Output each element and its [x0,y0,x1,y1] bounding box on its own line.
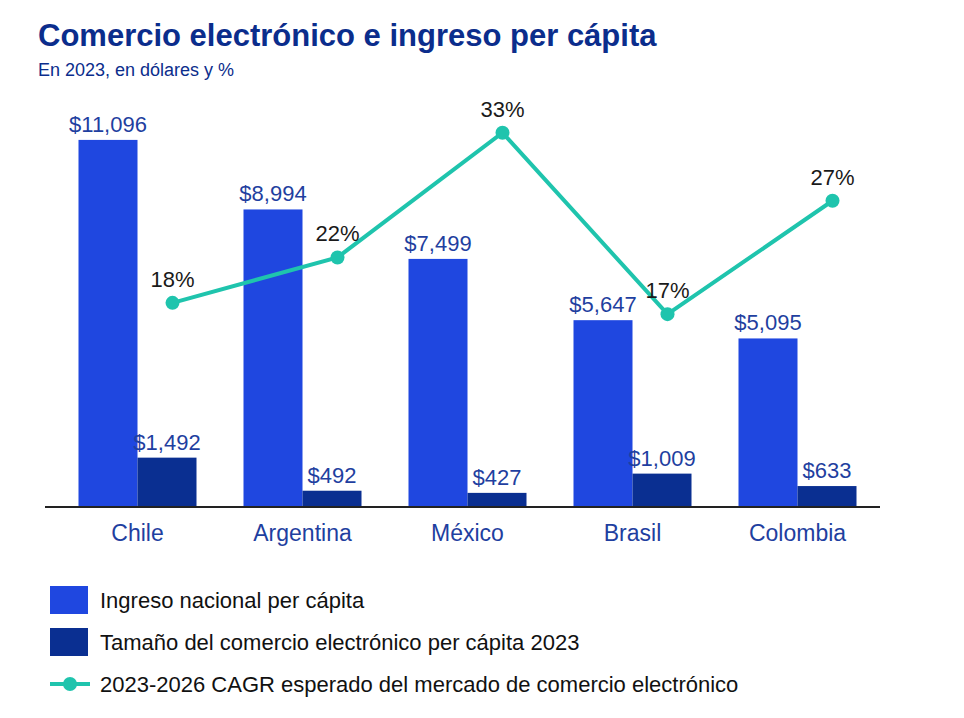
bar-label: $11,096 [69,112,147,137]
bar [138,458,197,507]
legend-label: 2023-2026 CAGR esperado del mercado de c… [100,672,738,697]
bar-label: $1,492 [133,430,200,455]
bar [303,491,362,507]
bar [633,474,692,507]
bar [409,259,468,507]
data-labels: $11,096 $8,994 $7,499 $5,647 $5,095 $1,492 $49… [69,97,854,490]
bar [79,140,138,507]
title: Comercio electrónico e ingreso per cápit… [38,18,657,53]
subtitle: En 2023, en dólares y % [38,60,234,80]
category-label: Colombia [749,520,846,546]
line-marker [826,194,840,208]
line-label: 33% [480,97,524,122]
line [173,133,833,314]
bar-label: $427 [473,465,522,490]
bar-label: $8,994 [239,181,306,206]
legend-swatch [50,628,88,656]
legend-swatch [63,677,77,691]
legend-swatch [50,586,88,614]
plot-area [79,126,857,507]
category-label: México [431,520,504,546]
bar-label: $5,647 [569,292,636,317]
line-label: 27% [810,165,854,190]
bar [468,493,527,507]
legend-label: Ingreso nacional per cápita [100,588,365,613]
bar [798,486,857,507]
line-label: 18% [150,267,194,292]
legend-label: Tamaño del comercio electrónico per cápi… [100,630,579,655]
x-axis [45,506,880,508]
chart: Comercio electrónico e ingreso per cápit… [0,0,964,718]
line-marker [496,126,510,140]
line-label: 17% [645,278,689,303]
bar-label: $633 [803,458,852,483]
bar-label: $1,009 [628,446,695,471]
bar-label: $492 [308,463,357,488]
category-label: Chile [111,520,163,546]
line-marker [166,296,180,310]
category-label: Brasil [604,520,662,546]
bar [739,338,798,507]
bar-label: $5,095 [734,310,801,335]
bar [244,209,303,507]
line-marker [661,307,675,321]
line-label: 22% [315,221,359,246]
line-marker [331,250,345,264]
legend: Ingreso nacional per cápita Tamaño del co… [50,586,738,697]
bar [574,320,633,507]
category-label: Argentina [253,520,352,546]
bar-label: $7,499 [404,231,471,256]
